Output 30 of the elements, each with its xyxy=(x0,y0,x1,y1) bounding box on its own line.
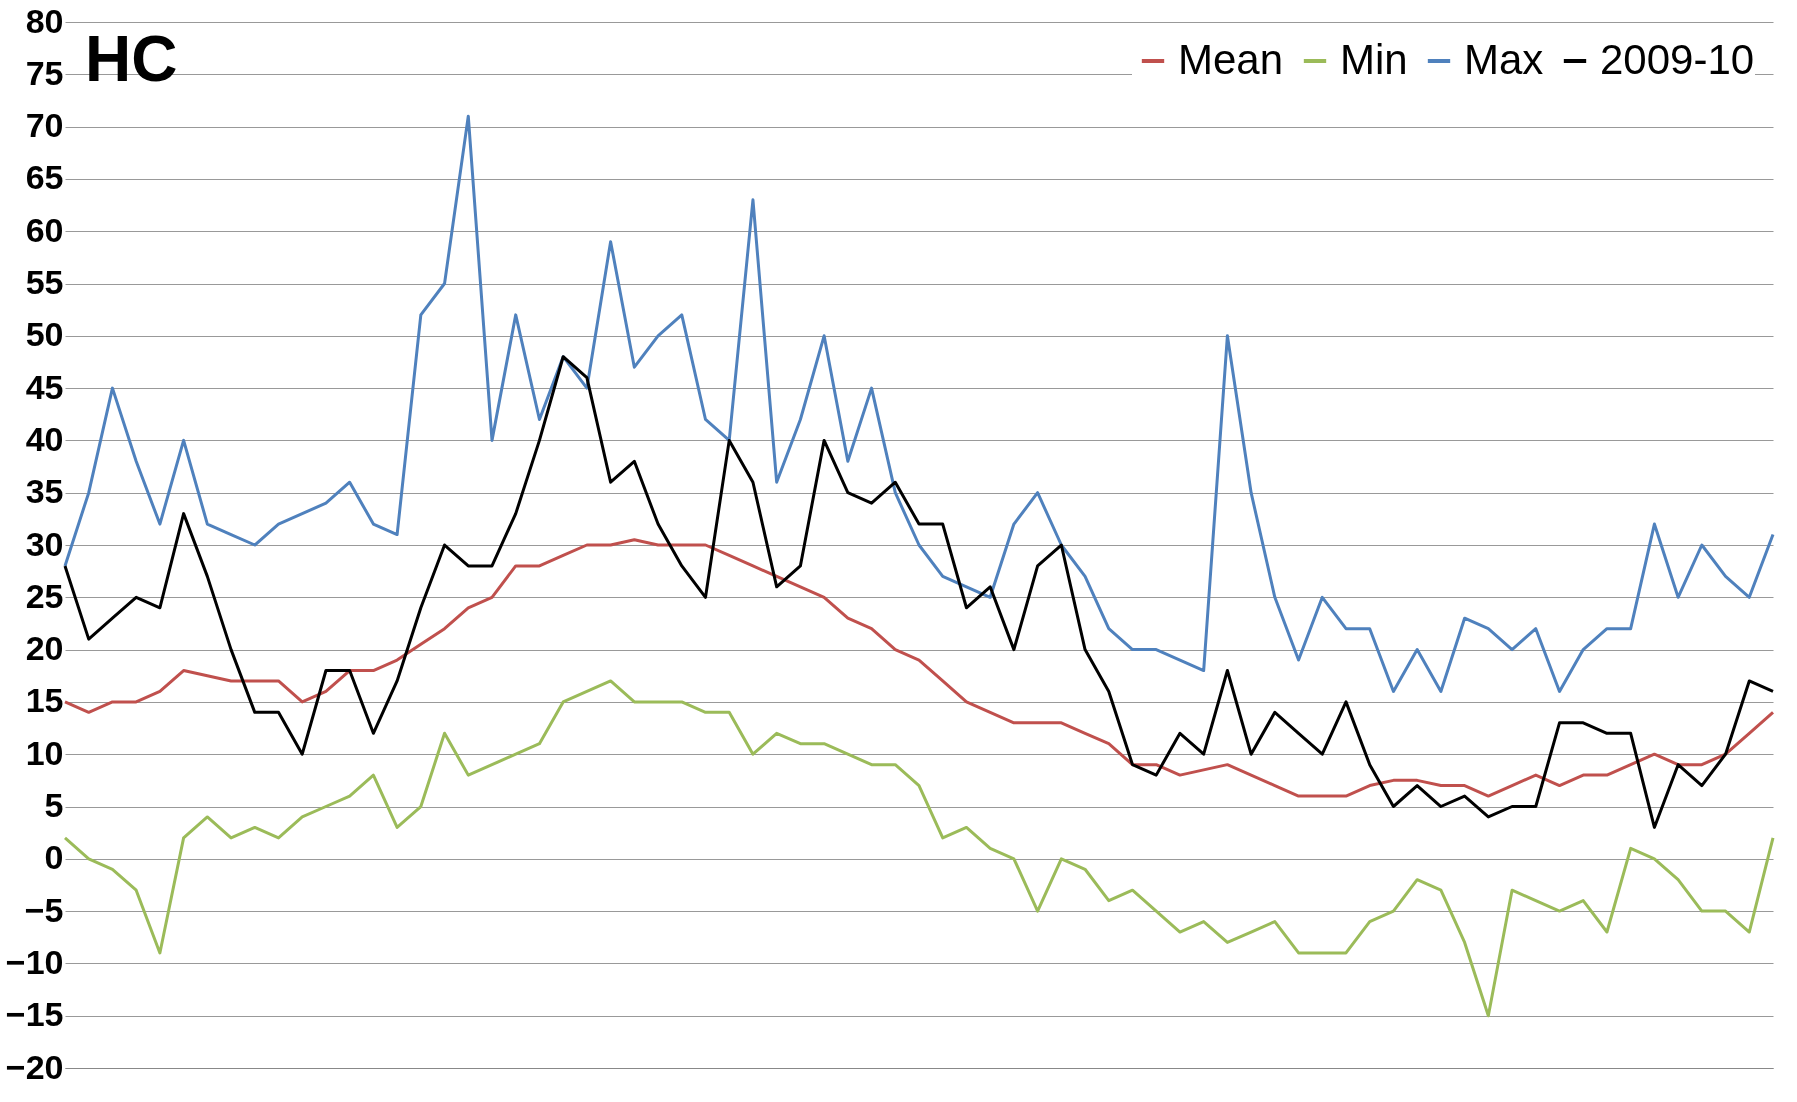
y-tick-label: −5 xyxy=(24,890,64,929)
y-tick-label: 35 xyxy=(25,472,64,511)
y-tick-label: 10 xyxy=(25,733,64,772)
y-tick-label: −15 xyxy=(5,995,64,1034)
legend-label: 2009-10 xyxy=(1600,36,1755,83)
y-tick-label: 65 xyxy=(25,158,64,197)
y-tick-label: 75 xyxy=(25,53,64,92)
line-series xyxy=(63,355,1775,829)
line-series xyxy=(63,538,1775,798)
y-tick-label: −20 xyxy=(5,1047,64,1086)
y-tick-label: 80 xyxy=(25,1,64,40)
legend-label: Min xyxy=(1340,36,1408,83)
line-series xyxy=(63,679,1775,1018)
chart-title: HC xyxy=(85,23,178,95)
y-tick-label: 25 xyxy=(25,576,64,615)
y-tick-label: 30 xyxy=(25,524,64,563)
y-tick-label: −10 xyxy=(5,942,64,981)
y-tick-label: 20 xyxy=(25,629,64,668)
y-tick-label: 55 xyxy=(25,263,64,301)
y-tick-label: 60 xyxy=(25,210,64,249)
legend-label: Mean xyxy=(1178,36,1284,83)
y-tick-label: 5 xyxy=(44,786,64,824)
y-tick-label: 70 xyxy=(25,106,64,145)
y-tick-label: 50 xyxy=(25,315,64,354)
y-tick-label: 40 xyxy=(25,419,64,458)
y-tick-label: 15 xyxy=(25,681,64,720)
line-series xyxy=(63,114,1775,693)
legend-label: Max xyxy=(1464,36,1544,83)
y-tick-label: 45 xyxy=(25,367,64,406)
y-tick-label: 0 xyxy=(44,838,64,877)
